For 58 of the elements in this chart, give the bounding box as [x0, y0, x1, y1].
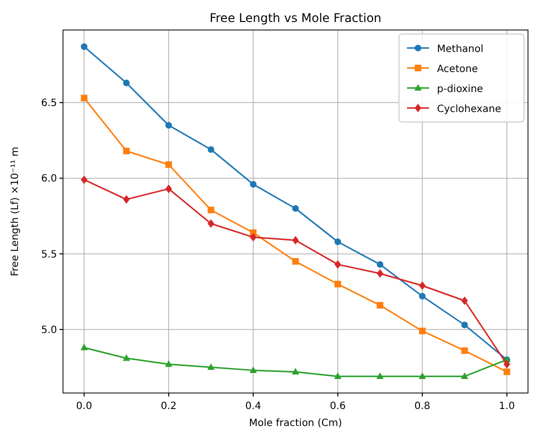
- x-tick-label: 1.0: [498, 401, 515, 412]
- legend-label: Cyclohexane: [437, 104, 502, 115]
- point: [419, 281, 426, 290]
- point: [250, 232, 257, 242]
- point: [208, 219, 214, 228]
- x-tick-label: 0.4: [245, 401, 262, 412]
- legend-label: Methanol: [437, 44, 484, 55]
- point: [80, 175, 88, 184]
- point: [165, 184, 172, 194]
- point: [80, 344, 88, 350]
- point: [123, 195, 130, 204]
- point: [460, 372, 468, 379]
- point: [334, 280, 342, 288]
- legend-label: Acetone: [437, 64, 478, 75]
- point: [504, 368, 510, 376]
- point: [376, 269, 384, 278]
- point: [250, 366, 257, 373]
- point: [122, 354, 130, 361]
- point: [207, 363, 215, 370]
- point: [461, 347, 468, 354]
- x-tick-label: 0.6: [330, 401, 346, 412]
- legend-label: p-dioxine: [437, 84, 484, 95]
- point: [208, 146, 214, 153]
- y-tick-label: 5.5: [41, 249, 57, 260]
- point: [123, 80, 130, 86]
- point: [165, 161, 172, 168]
- y-tick-label: 6.5: [41, 98, 57, 110]
- point: [504, 360, 510, 369]
- x-tick-label: 0.8: [414, 401, 430, 412]
- point: [250, 180, 257, 188]
- point: [292, 258, 299, 265]
- chart-title: Free Length vs Mole Fraction: [210, 11, 382, 25]
- point: [80, 43, 88, 50]
- point: [292, 236, 299, 245]
- point: [419, 292, 426, 300]
- y-tick-label: 6.0: [41, 174, 57, 185]
- point: [165, 360, 172, 367]
- point: [292, 205, 299, 212]
- point: [208, 206, 214, 214]
- x-axis-title: Mole fraction (Cm): [249, 418, 342, 429]
- point: [334, 238, 342, 246]
- point: [292, 368, 300, 374]
- point: [334, 260, 342, 269]
- point: [334, 372, 342, 379]
- point: [376, 372, 384, 379]
- point: [419, 328, 426, 334]
- point: [165, 122, 172, 129]
- y-axis-title: Free Length (Lf) ×10⁻¹¹ m: [10, 146, 21, 276]
- point: [418, 372, 426, 379]
- point: [123, 148, 130, 154]
- x-tick-label: 0.2: [160, 401, 177, 412]
- point: [461, 296, 468, 306]
- point: [80, 94, 88, 102]
- y-tick-label: 5.0: [41, 324, 57, 336]
- point: [376, 261, 384, 268]
- x-tick-label: 0.0: [76, 401, 92, 412]
- point: [461, 322, 468, 328]
- point: [376, 302, 384, 309]
